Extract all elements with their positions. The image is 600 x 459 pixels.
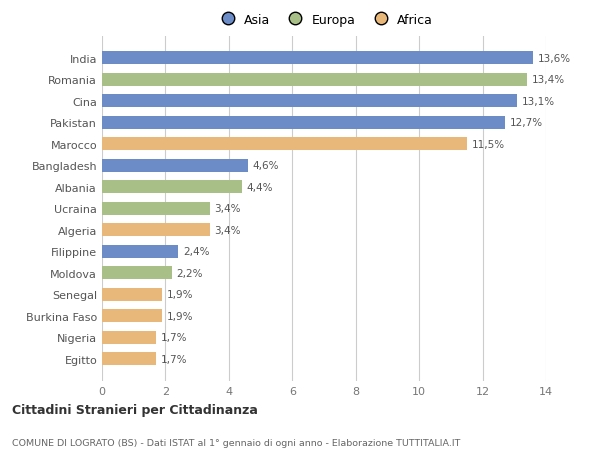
Text: 1,9%: 1,9%: [167, 311, 194, 321]
Bar: [102, 138, 467, 151]
Text: 1,7%: 1,7%: [161, 332, 187, 342]
Text: 12,7%: 12,7%: [509, 118, 542, 128]
Bar: [102, 160, 248, 173]
Text: 4,4%: 4,4%: [247, 182, 273, 192]
Bar: [102, 202, 210, 215]
Text: 13,1%: 13,1%: [522, 97, 556, 106]
Text: 2,4%: 2,4%: [183, 247, 209, 257]
Text: 2,2%: 2,2%: [176, 268, 203, 278]
Bar: [102, 117, 505, 129]
Text: 3,4%: 3,4%: [215, 225, 241, 235]
Text: COMUNE DI LOGRATO (BS) - Dati ISTAT al 1° gennaio di ogni anno - Elaborazione TU: COMUNE DI LOGRATO (BS) - Dati ISTAT al 1…: [12, 438, 460, 447]
Bar: [102, 309, 162, 323]
Text: 13,4%: 13,4%: [532, 75, 565, 85]
Bar: [102, 267, 172, 280]
Bar: [102, 52, 533, 65]
Bar: [102, 224, 210, 237]
Text: 4,6%: 4,6%: [253, 161, 279, 171]
Text: Cittadini Stranieri per Cittadinanza: Cittadini Stranieri per Cittadinanza: [12, 403, 258, 416]
Bar: [102, 288, 162, 301]
Text: 1,9%: 1,9%: [167, 290, 194, 300]
Bar: [102, 95, 517, 108]
Bar: [102, 181, 242, 194]
Bar: [102, 245, 178, 258]
Legend: Asia, Europa, Africa: Asia, Europa, Africa: [211, 9, 437, 32]
Bar: [102, 331, 156, 344]
Text: 3,4%: 3,4%: [215, 204, 241, 214]
Text: 11,5%: 11,5%: [472, 140, 505, 150]
Text: 1,7%: 1,7%: [161, 354, 187, 364]
Bar: [102, 353, 156, 365]
Bar: [102, 74, 527, 87]
Text: 13,6%: 13,6%: [538, 54, 571, 64]
